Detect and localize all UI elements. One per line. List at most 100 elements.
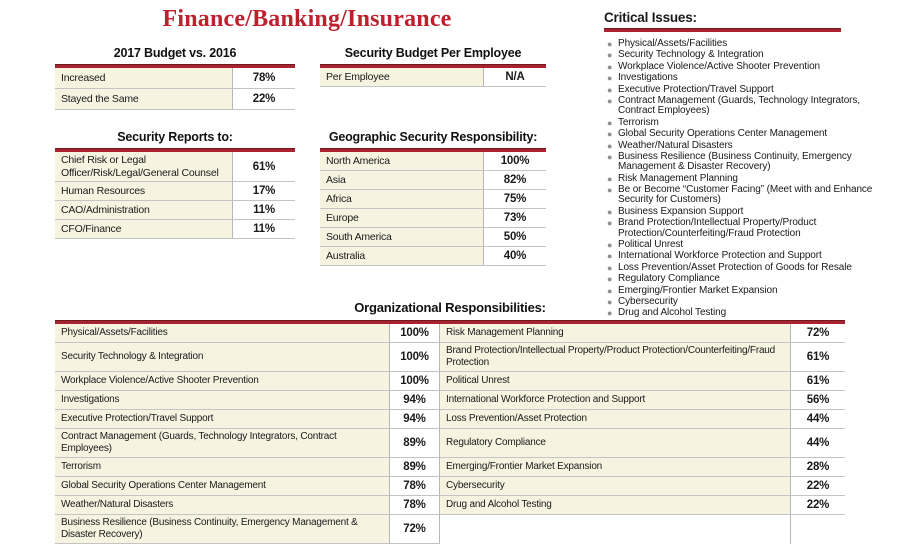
- row-value-left: 78%: [390, 477, 440, 496]
- geographic-table: Geographic Security Responsibility: Nort…: [320, 130, 546, 266]
- row-label-right: Loss Prevention/Asset Protection: [440, 410, 791, 429]
- critical-issue-item: ● International Workforce Protection and…: [604, 250, 890, 262]
- row-label-right: Brand Protection/Intellectual Property/P…: [440, 343, 791, 372]
- row-label-right: Risk Management Planning: [440, 324, 791, 343]
- row-label: Australia: [320, 247, 484, 265]
- budget-table-title: 2017 Budget vs. 2016: [113, 46, 237, 60]
- row-value-right: 22%: [791, 477, 845, 496]
- critical-issue-label: Security Technology & Integration: [618, 49, 764, 61]
- bullet-icon: ●: [607, 173, 613, 184]
- row-label: Human Resources: [55, 182, 233, 201]
- row-value-right: 22%: [791, 496, 845, 515]
- critical-issue-label: Drug and Alcohol Testing: [618, 307, 727, 319]
- row-value: 82%: [484, 171, 546, 189]
- table-row: South America 50%: [320, 228, 546, 247]
- table-row: Global Security Operations Center Manage…: [55, 477, 845, 496]
- critical-issue-item: ● Physical/Assets/Facilities: [604, 38, 890, 49]
- table-row: Terrorism 89% Emerging/Frontier Market E…: [55, 458, 845, 477]
- table-row: Workplace Violence/Active Shooter Preven…: [55, 372, 845, 391]
- row-label-left: Executive Protection/Travel Support: [55, 410, 390, 429]
- per-employee-table-rows: Per Employee N/A: [320, 68, 546, 87]
- critical-issue-label: Global Security Operations Center Manage…: [618, 128, 828, 140]
- bullet-icon: ●: [607, 240, 613, 251]
- row-value: 40%: [484, 247, 546, 265]
- critical-issue-label: Risk Management Planning: [618, 172, 738, 184]
- critical-issue-item: ● Security Technology & Integration: [604, 49, 890, 61]
- bullet-icon: ●: [607, 117, 613, 128]
- critical-issue-label: International Workforce Protection and S…: [618, 250, 822, 262]
- table-row: Human Resources 17%: [55, 182, 295, 202]
- table-row: Investigations 94% International Workfor…: [55, 391, 845, 410]
- row-value-right: 44%: [791, 429, 845, 458]
- row-label-left: Global Security Operations Center Manage…: [55, 477, 390, 496]
- row-label: Stayed the Same: [55, 89, 233, 109]
- row-value-right: 61%: [791, 372, 845, 391]
- row-value-right: 61%: [791, 343, 845, 372]
- bullet-icon: ●: [607, 274, 613, 285]
- row-value-left: 94%: [390, 391, 440, 410]
- reports-to-table-title: Security Reports to:: [117, 130, 233, 144]
- critical-issue-item: ● Emerging/Frontier Market Expansion: [604, 285, 890, 296]
- row-value: 22%: [233, 89, 295, 109]
- row-value-left: 100%: [390, 372, 440, 391]
- critical-issue-item: ● Investigations: [604, 72, 890, 84]
- table-row: Chief Risk or Legal Officer/Risk/Legal/G…: [55, 152, 295, 183]
- bullet-icon: ●: [607, 151, 613, 162]
- row-value: 78%: [233, 68, 295, 88]
- critical-issue-label: Political Unrest: [618, 239, 684, 251]
- critical-issue-item: ● Cybersecurity: [604, 296, 890, 307]
- row-label: Per Employee: [320, 68, 484, 86]
- bullet-icon: ●: [607, 285, 613, 296]
- row-label: Asia: [320, 171, 484, 189]
- row-value: 11%: [233, 220, 295, 239]
- row-value-left: 72%: [390, 515, 440, 544]
- critical-issue-item: ● Weather/Natural Disasters: [604, 140, 890, 151]
- bullet-icon: ●: [607, 73, 613, 84]
- bullet-icon: ●: [607, 129, 613, 140]
- row-label-left: Business Resilience (Business Continuity…: [55, 515, 390, 544]
- table-row: Asia 82%: [320, 171, 546, 190]
- row-value-right: 72%: [791, 324, 845, 343]
- table-row: Stayed the Same 22%: [55, 89, 295, 110]
- row-label: Europe: [320, 209, 484, 227]
- bullet-icon: ●: [607, 296, 613, 307]
- row-label-left: Physical/Assets/Facilities: [55, 324, 390, 343]
- row-label: Chief Risk or Legal Officer/Risk/Legal/G…: [55, 152, 233, 182]
- critical-issue-label: Loss Prevention/Asset Protection of Good…: [618, 261, 852, 273]
- row-label-right: Cybersecurity: [440, 477, 791, 496]
- header-rule: [55, 320, 845, 324]
- critical-issue-item: ● Drug and Alcohol Testing: [604, 307, 890, 319]
- org-responsibilities-title: Organizational Responsibilities:: [354, 300, 546, 315]
- critical-issue-label: Physical/Assets/Facilities: [618, 38, 728, 49]
- row-value: 75%: [484, 190, 546, 208]
- critical-issue-item: ● Business Resilience (Business Continui…: [604, 150, 890, 173]
- row-value-right: [791, 515, 845, 544]
- row-value-right: 44%: [791, 410, 845, 429]
- row-value: 17%: [233, 182, 295, 201]
- geographic-table-rows: North America 100% Asia 82% Africa 75% E…: [320, 152, 546, 266]
- row-label: CFO/Finance: [55, 220, 233, 239]
- org-responsibilities-table: Organizational Responsibilities: Physica…: [55, 300, 845, 544]
- critical-issues-list: ● Physical/Assets/Facilities ● Security …: [604, 38, 890, 319]
- row-label-left: Terrorism: [55, 458, 390, 477]
- table-row: Australia 40%: [320, 247, 546, 266]
- table-row: CAO/Administration 11%: [55, 201, 295, 221]
- bullet-icon: ●: [607, 251, 613, 262]
- table-row: Africa 75%: [320, 190, 546, 209]
- critical-issue-label: Business Resilience (Business Continuity…: [618, 150, 852, 173]
- bullet-icon: ●: [607, 185, 613, 196]
- critical-issue-item: ● Regulatory Compliance: [604, 273, 890, 285]
- row-value-left: 100%: [390, 343, 440, 372]
- table-row: Security Technology & Integration 100% B…: [55, 343, 845, 372]
- page-title: Finance/Banking/Insurance: [162, 6, 452, 32]
- row-value: 11%: [233, 201, 295, 220]
- critical-issue-label: Workplace Violence/Active Shooter Preven…: [618, 60, 821, 72]
- header-rule: [55, 148, 295, 152]
- bullet-icon: ●: [607, 206, 613, 217]
- critical-issue-item: ● Business Expansion Support: [604, 206, 890, 217]
- header-rule: [320, 148, 546, 152]
- bullet-icon: ●: [607, 39, 613, 49]
- table-row: Business Resilience (Business Continuity…: [55, 515, 845, 544]
- critical-issue-item: ● Global Security Operations Center Mana…: [604, 128, 890, 140]
